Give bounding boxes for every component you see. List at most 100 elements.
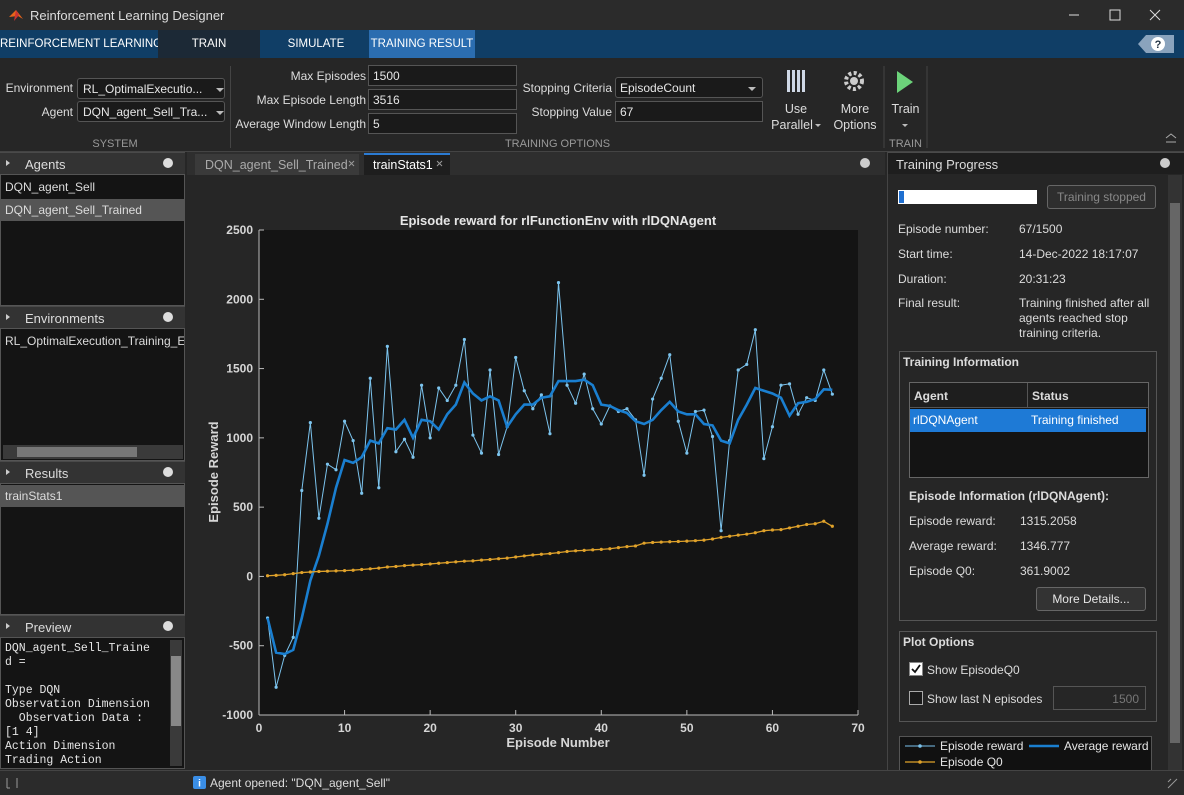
data-point (719, 529, 723, 533)
scrollbar[interactable] (170, 640, 182, 766)
list-item[interactable]: trainStats1 (1, 485, 184, 507)
panel-header[interactable]: Results (0, 461, 185, 483)
document-tab[interactable]: DQN_agent_Sell_Trained (195, 154, 359, 175)
x-tick-label: 40 (595, 721, 609, 735)
separator (230, 66, 231, 148)
panel-title: Preview (25, 620, 72, 635)
checkbox[interactable] (909, 662, 923, 676)
more-details-button[interactable]: More Details... (1036, 587, 1146, 611)
data-point (770, 425, 775, 429)
checkbox[interactable] (909, 691, 923, 705)
panel-title: Agents (25, 157, 66, 172)
value: 1500 (373, 69, 400, 83)
input[interactable]: 1500 (1053, 686, 1146, 710)
group-label: TRAINING OPTIONS (504, 138, 611, 150)
panel-header[interactable]: Agents (0, 152, 185, 174)
data-point (762, 457, 766, 461)
data-point (317, 516, 321, 520)
data-point (796, 524, 800, 528)
tab[interactable]: SIMULATE (287, 38, 345, 50)
data-point (488, 368, 492, 372)
result-list: trainStats1 (0, 483, 185, 615)
button-label[interactable]: Parallel (771, 118, 813, 132)
table-row[interactable]: rlDQNAgent Training finished (910, 409, 1146, 432)
input[interactable]: 1500 (368, 65, 517, 86)
tab[interactable]: REINFORCEMENT LEARNING (0, 38, 163, 50)
data-point (762, 529, 766, 533)
data-point (394, 564, 398, 569)
list-item[interactable]: DQN_agent_Sell_Trained (1, 199, 184, 221)
field-label: Episode reward: (909, 514, 996, 528)
data-point (514, 355, 518, 360)
data-point (591, 548, 595, 552)
list-item[interactable]: RL_OptimalExecution_Training_E (5, 334, 184, 348)
data-point (830, 392, 834, 396)
training-progress-panel: Training Progress Training stopped Episo… (887, 152, 1184, 770)
data-point (556, 550, 561, 555)
data-point (454, 383, 458, 387)
data-point (710, 434, 715, 439)
field-value: 361.9002 (1020, 564, 1071, 578)
preview-line: Observation Data : (5, 712, 144, 725)
data-point (805, 396, 809, 400)
data-point (582, 372, 586, 376)
group-label: TRAIN (889, 138, 922, 150)
button-label[interactable]: Train (891, 102, 920, 116)
list-item[interactable]: DQN_agent_Sell (5, 180, 96, 194)
data-point (813, 522, 817, 526)
training-stopped-button[interactable]: Training stopped (1047, 185, 1156, 209)
data-point (274, 573, 278, 577)
checkbox-label[interactable]: Show EpisodeQ0 (927, 663, 1020, 677)
table-cell: rlDQNAgent (913, 413, 978, 427)
data-point (668, 540, 672, 544)
panel-header[interactable]: Preview (0, 615, 185, 637)
data-point (668, 353, 672, 357)
data-point (591, 407, 595, 411)
scroll-thumb[interactable] (17, 447, 137, 457)
data-point (368, 567, 372, 571)
tab[interactable]: TRAINING RESULT (369, 30, 475, 58)
window-controls[interactable] (1060, 0, 1184, 30)
panel-menu[interactable] (1158, 157, 1172, 171)
input[interactable]: 3516 (368, 89, 517, 110)
data-point (411, 455, 415, 459)
scroll-thumb[interactable] (1170, 203, 1180, 743)
data-point (428, 562, 432, 566)
resize-grip[interactable] (1166, 777, 1180, 791)
series-line (266, 378, 833, 656)
data-point (334, 468, 338, 472)
data-point (736, 533, 740, 537)
toolstrip: Environment RL_OptimalExecutio... Agent … (0, 58, 1184, 152)
button-label[interactable]: Options (833, 118, 877, 132)
data-point (787, 526, 792, 530)
x-tick-label: 20 (423, 721, 437, 735)
panel-header[interactable]: Environments (0, 306, 185, 328)
scrollbar[interactable] (3, 445, 183, 459)
input[interactable]: 5 (368, 113, 517, 134)
tab[interactable]: TRAIN (158, 30, 260, 58)
data-point (385, 565, 389, 569)
x-tick-label: 70 (851, 721, 865, 735)
button-label[interactable]: More (840, 102, 870, 116)
dropdown[interactable]: EpisodeCount (615, 77, 763, 98)
data-point (360, 567, 364, 572)
dropdown[interactable]: DQN_agent_Sell_Tra... (77, 101, 225, 122)
data-point (539, 393, 543, 397)
dropdown[interactable]: RL_OptimalExecutio... (77, 78, 225, 99)
data-point (377, 566, 381, 570)
data-point (411, 563, 415, 567)
scroll-thumb[interactable] (171, 656, 181, 726)
input[interactable]: 67 (615, 101, 763, 122)
data-point (334, 569, 338, 573)
button-label[interactable]: Use (784, 102, 808, 116)
legend-marker (918, 760, 922, 764)
data-point (531, 553, 535, 557)
data-point (308, 570, 312, 574)
help-button[interactable]: ? (1128, 33, 1176, 55)
data-point (428, 436, 432, 440)
checkbox-label[interactable]: Show last N episodes (927, 692, 1043, 706)
training-information-group: Training Information Agent Status rlDQNA… (899, 351, 1157, 621)
data-point (479, 451, 484, 455)
scrollbar[interactable] (1168, 175, 1182, 770)
document-tab[interactable]: trainStats1 (364, 153, 450, 176)
